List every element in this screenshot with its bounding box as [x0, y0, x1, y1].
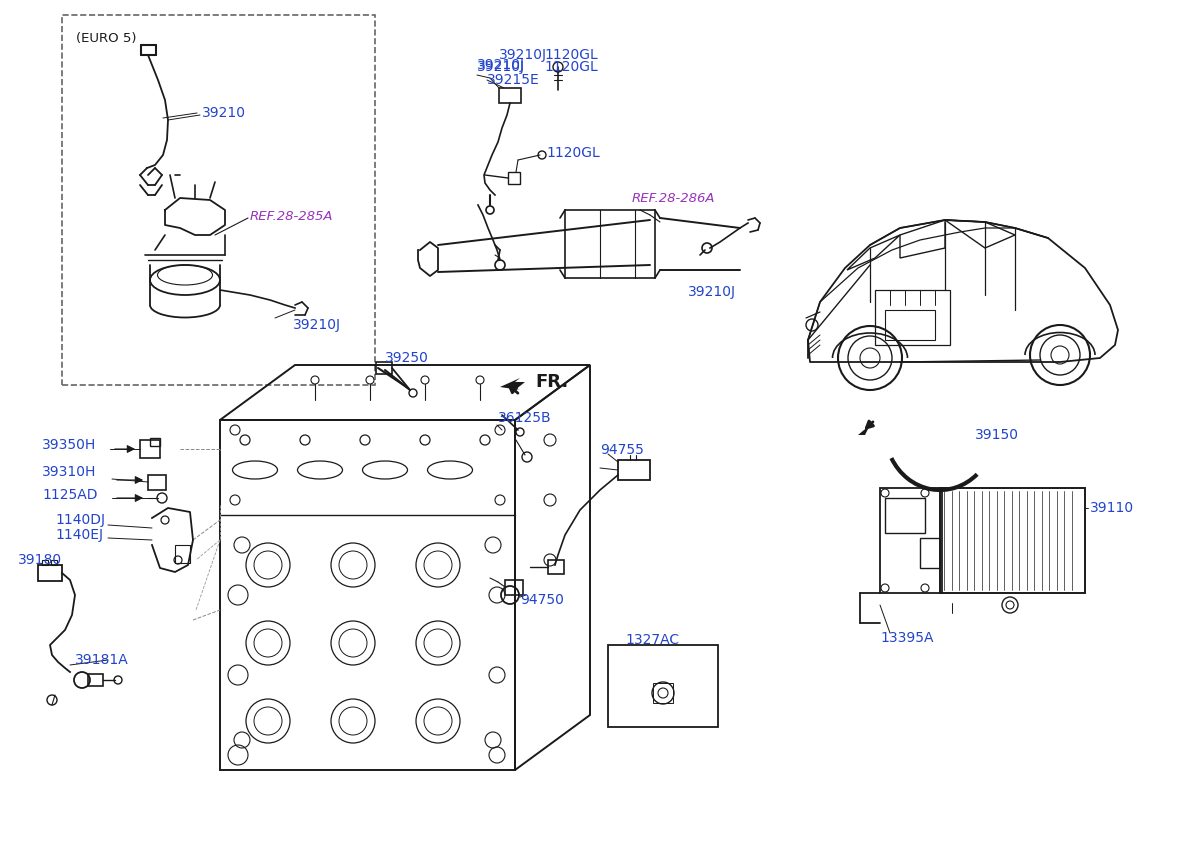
Bar: [148, 475, 166, 490]
Text: 1120GL: 1120GL: [544, 60, 598, 74]
Text: 36125B: 36125B: [498, 411, 551, 425]
Bar: [508, 172, 520, 184]
Bar: [885, 498, 925, 533]
Text: 39210: 39210: [202, 106, 246, 120]
Text: 39350H: 39350H: [42, 438, 96, 452]
Text: 39210J: 39210J: [499, 48, 547, 62]
Text: 39250: 39250: [385, 351, 429, 365]
Text: (EURO 5): (EURO 5): [77, 32, 136, 45]
Text: 1120GL: 1120GL: [547, 146, 599, 160]
Text: 39210J: 39210J: [477, 60, 525, 74]
Text: 1327AC: 1327AC: [626, 633, 679, 647]
Text: 39180: 39180: [18, 553, 62, 567]
Bar: [175, 545, 190, 563]
Text: FR.: FR.: [535, 373, 568, 391]
Text: 1140DJ: 1140DJ: [55, 513, 105, 527]
Bar: [150, 438, 160, 446]
Text: 1120GL: 1120GL: [544, 48, 598, 62]
Text: 39310H: 39310H: [42, 465, 97, 479]
Bar: [875, 290, 950, 345]
Text: 39215E: 39215E: [487, 73, 539, 87]
Bar: [62, 15, 376, 385]
Bar: [618, 460, 649, 480]
Bar: [505, 580, 523, 595]
Bar: [51, 560, 57, 565]
Bar: [89, 674, 103, 686]
Text: 94755: 94755: [600, 443, 643, 457]
Text: 1125AD: 1125AD: [42, 488, 98, 502]
Bar: [920, 538, 940, 568]
Bar: [880, 488, 942, 593]
Bar: [42, 560, 48, 565]
Text: 39210J: 39210J: [293, 318, 341, 332]
Text: REF.28-285A: REF.28-285A: [250, 209, 334, 222]
Polygon shape: [858, 425, 869, 445]
Bar: [940, 488, 1085, 593]
Text: 39210J: 39210J: [688, 285, 736, 299]
Text: 94750: 94750: [520, 593, 563, 607]
Text: 39110: 39110: [1090, 501, 1134, 515]
Text: 39210J: 39210J: [477, 58, 525, 72]
Bar: [376, 362, 392, 374]
Bar: [140, 440, 160, 458]
Text: 39150: 39150: [975, 428, 1019, 442]
Bar: [608, 645, 718, 727]
Polygon shape: [500, 378, 525, 390]
Text: 13395A: 13395A: [880, 631, 934, 645]
Bar: [885, 310, 935, 340]
Text: 1140EJ: 1140EJ: [55, 528, 103, 542]
Bar: [38, 565, 62, 581]
Bar: [548, 560, 565, 574]
Bar: [653, 683, 673, 703]
Text: REF.28-286A: REF.28-286A: [631, 192, 715, 204]
Text: 39181A: 39181A: [75, 653, 129, 667]
Bar: [499, 88, 521, 103]
